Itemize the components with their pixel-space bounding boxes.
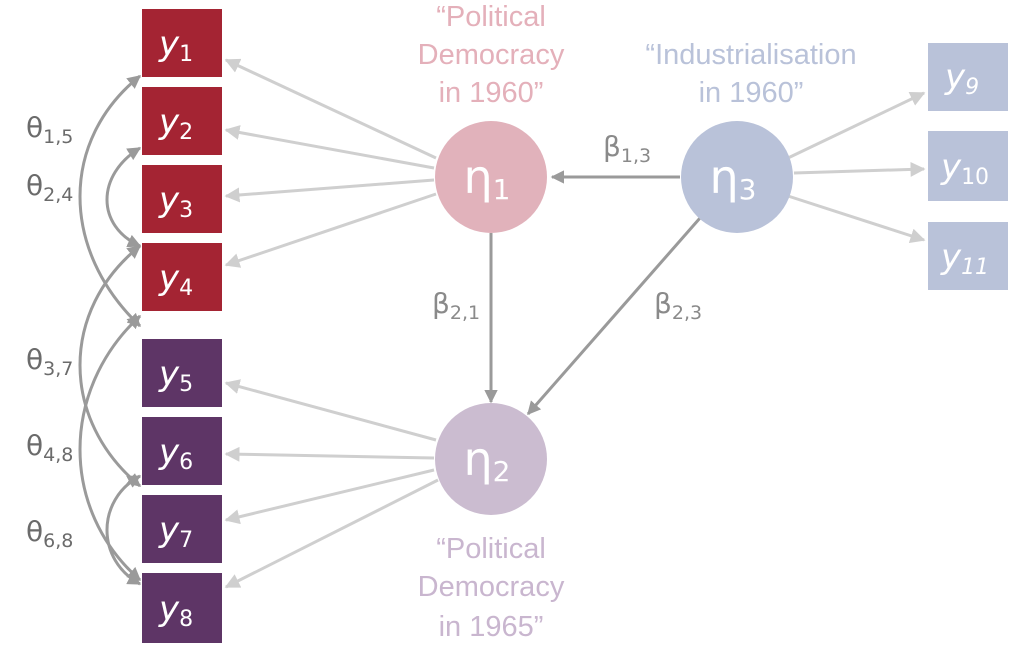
arrow-eta3-y11 — [787, 194, 926, 243]
loadings-eta2 — [224, 379, 439, 589]
loadings-eta3 — [787, 91, 926, 243]
arrow-eta3-eta2 — [526, 217, 702, 416]
residual-covariances — [78, 74, 142, 586]
svg-text:η2: η2 — [464, 432, 511, 488]
title-eta3: “Industrialisation in 1960” — [645, 39, 856, 109]
svg-text:Democracy: Democracy — [418, 571, 565, 603]
arrow-eta2-y5 — [224, 379, 437, 442]
svg-text:“Political: “Political — [436, 1, 546, 33]
label-beta-2-1: β2,1 — [432, 287, 480, 324]
svg-text:y6: y6 — [158, 432, 193, 475]
svg-text:“Political: “Political — [436, 533, 546, 565]
title-eta1: “Political Democracy in 1960” — [418, 1, 565, 109]
indicator-box-y10: y10 — [928, 131, 1008, 201]
cov-y4-y8 — [78, 314, 142, 582]
indicator-box-y5: y5 — [142, 339, 222, 407]
svg-text:y10: y10 — [940, 147, 989, 190]
indicator-box-y7: y7 — [142, 495, 222, 563]
loadings-eta1 — [224, 58, 437, 268]
indicator-box-y8: y8 — [142, 573, 222, 643]
arrow-eta1-y4 — [224, 192, 437, 268]
cov-y2-y4 — [105, 146, 142, 248]
arrow-eta2-y6 — [224, 446, 435, 462]
indicator-box-y3: y3 — [142, 165, 222, 233]
svg-text:y8: y8 — [158, 589, 193, 632]
latent-eta1: η1 — [435, 121, 547, 233]
svg-text:η3: η3 — [710, 150, 757, 206]
cov-y6-y8 — [105, 474, 142, 586]
svg-text:in 1965”: in 1965” — [439, 611, 544, 643]
label-beta-1-3: β1,3 — [603, 130, 651, 167]
arrow-eta1-y1 — [224, 58, 437, 160]
arrow-eta2-y8 — [224, 478, 439, 589]
indicator-box-y11: y11 — [928, 222, 1008, 290]
title-eta2: “Political Democracy in 1965” — [418, 533, 565, 643]
arrow-eta1-y2 — [224, 125, 435, 170]
indicator-box-y4: y4 — [142, 243, 222, 311]
svg-text:y11: y11 — [940, 237, 989, 280]
arrow-eta1-y3 — [224, 178, 435, 203]
svg-text:η1: η1 — [464, 150, 511, 206]
arrow-eta3-y10 — [793, 161, 926, 177]
label-theta-3-7: θ3,7 — [26, 343, 73, 380]
svg-text:“Industrialisation: “Industrialisation — [645, 39, 856, 71]
svg-text:in 1960”: in 1960” — [439, 77, 544, 109]
indicator-box-y9: y9 — [928, 43, 1008, 111]
cov-y1-y5 — [78, 74, 142, 328]
svg-text:y9: y9 — [944, 57, 979, 100]
arrow-eta2-y7 — [224, 468, 435, 525]
svg-text:y4: y4 — [158, 258, 193, 301]
structural-paths — [484, 170, 702, 416]
label-theta-4-8: θ4,8 — [26, 429, 73, 466]
label-beta-2-3: β2,3 — [654, 287, 702, 324]
latent-eta2: η2 — [435, 403, 547, 515]
label-theta-1-5: θ1,5 — [26, 111, 73, 148]
label-theta-6-8: θ6,8 — [26, 515, 73, 552]
indicator-box-y1: y1 — [142, 9, 222, 77]
svg-text:y1: y1 — [158, 24, 193, 67]
latent-eta3: η3 — [681, 121, 793, 233]
svg-text:in 1960”: in 1960” — [699, 77, 804, 109]
svg-text:Democracy: Democracy — [418, 39, 565, 71]
svg-text:y3: y3 — [158, 180, 193, 223]
arrow-eta3-y9 — [787, 91, 926, 160]
label-theta-2-4: θ2,4 — [26, 169, 73, 206]
svg-text:y2: y2 — [158, 102, 193, 145]
indicator-box-y6: y6 — [142, 417, 222, 485]
svg-text:y7: y7 — [158, 510, 193, 553]
cov-y3-y7 — [78, 244, 142, 488]
indicator-box-y2: y2 — [142, 87, 222, 155]
svg-text:y5: y5 — [158, 354, 193, 397]
